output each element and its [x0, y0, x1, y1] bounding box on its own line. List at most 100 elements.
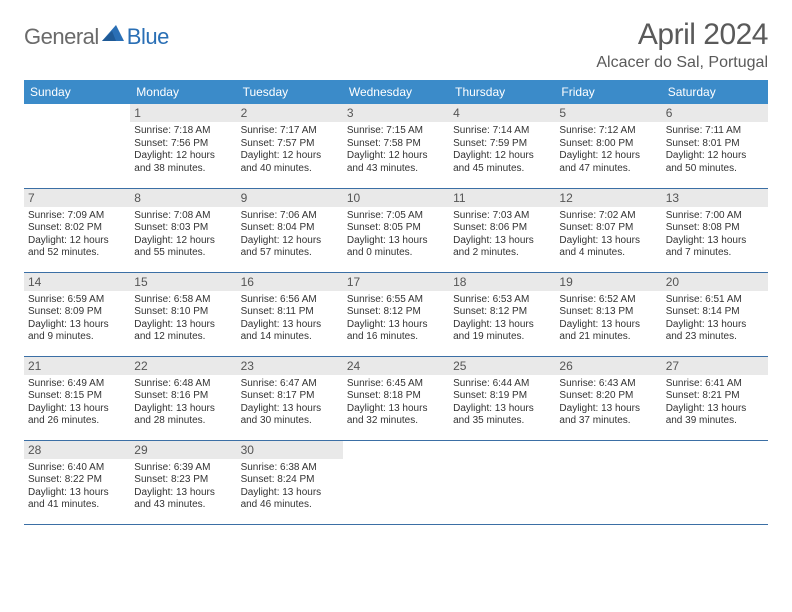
sunrise-text: Sunrise: 6:40 AM	[28, 462, 126, 475]
sunset-text: Sunset: 8:13 PM	[559, 306, 657, 319]
dl2-text: and 38 minutes.	[134, 163, 232, 176]
dl2-text: and 28 minutes.	[134, 415, 232, 428]
sunset-text: Sunset: 8:04 PM	[241, 222, 339, 235]
day-number: 25	[449, 357, 555, 375]
day-info: Sunrise: 6:53 AMSunset: 8:12 PMDaylight:…	[453, 294, 551, 344]
day-info: Sunrise: 7:09 AMSunset: 8:02 PMDaylight:…	[28, 210, 126, 260]
day-number: 2	[237, 104, 343, 122]
dl1-text: Daylight: 12 hours	[241, 150, 339, 163]
calendar-day-cell	[24, 104, 130, 188]
sunrise-text: Sunrise: 7:05 AM	[347, 210, 445, 223]
day-number: 27	[662, 357, 768, 375]
day-info: Sunrise: 6:51 AMSunset: 8:14 PMDaylight:…	[666, 294, 764, 344]
day-number: 28	[24, 441, 130, 459]
calendar-day-cell: 28 Sunrise: 6:40 AMSunset: 8:22 PMDayligh…	[24, 440, 130, 524]
day-info: Sunrise: 6:40 AMSunset: 8:22 PMDaylight:…	[28, 462, 126, 512]
day-number: 16	[237, 273, 343, 291]
calendar-week-row: 1Sunrise: 7:18 AMSunset: 7:56 PMDaylight…	[24, 104, 768, 188]
calendar-day-cell: 4Sunrise: 7:14 AMSunset: 7:59 PMDaylight…	[449, 104, 555, 188]
calendar-day-cell: 17Sunrise: 6:55 AMSunset: 8:12 PMDayligh…	[343, 272, 449, 356]
dl2-text: and 41 minutes.	[28, 499, 126, 512]
dl1-text: Daylight: 13 hours	[347, 319, 445, 332]
sunset-text: Sunset: 7:56 PM	[134, 138, 232, 151]
day-number: 26	[555, 357, 661, 375]
calendar-day-cell: 6Sunrise: 7:11 AMSunset: 8:01 PMDaylight…	[662, 104, 768, 188]
sunrise-text: Sunrise: 7:14 AM	[453, 125, 551, 138]
calendar-week-row: 28 Sunrise: 6:40 AMSunset: 8:22 PMDayligh…	[24, 440, 768, 524]
calendar-day-cell: 29Sunrise: 6:39 AMSunset: 8:23 PMDayligh…	[130, 440, 236, 524]
dl1-text: Daylight: 13 hours	[134, 403, 232, 416]
dl2-text: and 55 minutes.	[134, 247, 232, 260]
calendar-day-cell: 8Sunrise: 7:08 AMSunset: 8:03 PMDaylight…	[130, 188, 236, 272]
sunrise-text: Sunrise: 6:48 AM	[134, 378, 232, 391]
sunrise-text: Sunrise: 6:49 AM	[28, 378, 126, 391]
sunrise-text: Sunrise: 7:03 AM	[453, 210, 551, 223]
sunrise-text: Sunrise: 6:39 AM	[134, 462, 232, 475]
dl1-text: Daylight: 13 hours	[28, 319, 126, 332]
day-info: Sunrise: 7:02 AMSunset: 8:07 PMDaylight:…	[559, 210, 657, 260]
calendar-day-cell	[449, 440, 555, 524]
day-info: Sunrise: 6:39 AMSunset: 8:23 PMDaylight:…	[134, 462, 232, 512]
sunset-text: Sunset: 8:24 PM	[241, 474, 339, 487]
dl2-text: and 45 minutes.	[453, 163, 551, 176]
calendar-day-cell: 12Sunrise: 7:02 AMSunset: 8:07 PMDayligh…	[555, 188, 661, 272]
sunset-text: Sunset: 8:17 PM	[241, 390, 339, 403]
day-info: Sunrise: 7:17 AMSunset: 7:57 PMDaylight:…	[241, 125, 339, 175]
day-number: 21	[24, 357, 130, 375]
day-number: 24	[343, 357, 449, 375]
calendar-week-row: 7Sunrise: 7:09 AMSunset: 8:02 PMDaylight…	[24, 188, 768, 272]
calendar-day-cell: 1Sunrise: 7:18 AMSunset: 7:56 PMDaylight…	[130, 104, 236, 188]
day-info: Sunrise: 6:49 AMSunset: 8:15 PMDaylight:…	[28, 378, 126, 428]
dl2-text: and 30 minutes.	[241, 415, 339, 428]
sunrise-text: Sunrise: 6:59 AM	[28, 294, 126, 307]
logo: General Blue	[24, 18, 169, 50]
dl2-text: and 35 minutes.	[453, 415, 551, 428]
sunset-text: Sunset: 8:07 PM	[559, 222, 657, 235]
dl1-text: Daylight: 13 hours	[134, 319, 232, 332]
dl1-text: Daylight: 13 hours	[28, 487, 126, 500]
sunset-text: Sunset: 7:58 PM	[347, 138, 445, 151]
dl1-text: Daylight: 13 hours	[134, 487, 232, 500]
dl2-text: and 4 minutes.	[559, 247, 657, 260]
dl2-text: and 43 minutes.	[134, 499, 232, 512]
dl2-text: and 2 minutes.	[453, 247, 551, 260]
sunset-text: Sunset: 8:15 PM	[28, 390, 126, 403]
weekday-header: Monday	[130, 80, 236, 104]
logo-triangle-icon	[102, 25, 124, 46]
calendar-day-cell: 2 Sunrise: 7:17 AMSunset: 7:57 PMDaylight…	[237, 104, 343, 188]
calendar-day-cell: 15Sunrise: 6:58 AMSunset: 8:10 PMDayligh…	[130, 272, 236, 356]
sunset-text: Sunset: 8:20 PM	[559, 390, 657, 403]
day-number: 11	[449, 189, 555, 207]
calendar-table: Sunday Monday Tuesday Wednesday Thursday…	[24, 80, 768, 525]
page-title: April 2024	[596, 18, 768, 52]
dl1-text: Daylight: 13 hours	[559, 235, 657, 248]
sunrise-text: Sunrise: 7:02 AM	[559, 210, 657, 223]
day-number: 20	[662, 273, 768, 291]
calendar-day-cell	[343, 440, 449, 524]
day-info: Sunrise: 7:00 AMSunset: 8:08 PMDaylight:…	[666, 210, 764, 260]
dl1-text: Daylight: 12 hours	[134, 235, 232, 248]
day-number: 17	[343, 273, 449, 291]
calendar-day-cell: 7Sunrise: 7:09 AMSunset: 8:02 PMDaylight…	[24, 188, 130, 272]
logo-text-blue: Blue	[127, 24, 169, 50]
sunrise-text: Sunrise: 7:15 AM	[347, 125, 445, 138]
sunset-text: Sunset: 8:09 PM	[28, 306, 126, 319]
day-number: 22	[130, 357, 236, 375]
weekday-header-row: Sunday Monday Tuesday Wednesday Thursday…	[24, 80, 768, 104]
sunset-text: Sunset: 8:12 PM	[347, 306, 445, 319]
dl1-text: Daylight: 13 hours	[666, 319, 764, 332]
sunrise-text: Sunrise: 7:00 AM	[666, 210, 764, 223]
dl2-text: and 14 minutes.	[241, 331, 339, 344]
sunrise-text: Sunrise: 7:09 AM	[28, 210, 126, 223]
sunset-text: Sunset: 8:23 PM	[134, 474, 232, 487]
dl2-text: and 19 minutes.	[453, 331, 551, 344]
calendar-day-cell: 3 Sunrise: 7:15 AMSunset: 7:58 PMDaylight…	[343, 104, 449, 188]
sunrise-text: Sunrise: 6:51 AM	[666, 294, 764, 307]
day-info: Sunrise: 6:48 AMSunset: 8:16 PMDaylight:…	[134, 378, 232, 428]
day-number: 3	[343, 104, 449, 122]
day-info: Sunrise: 7:15 AMSunset: 7:58 PMDaylight:…	[347, 125, 445, 175]
day-number: 18	[449, 273, 555, 291]
dl2-text: and 0 minutes.	[347, 247, 445, 260]
calendar-day-cell: 11Sunrise: 7:03 AMSunset: 8:06 PMDayligh…	[449, 188, 555, 272]
sunset-text: Sunset: 8:21 PM	[666, 390, 764, 403]
